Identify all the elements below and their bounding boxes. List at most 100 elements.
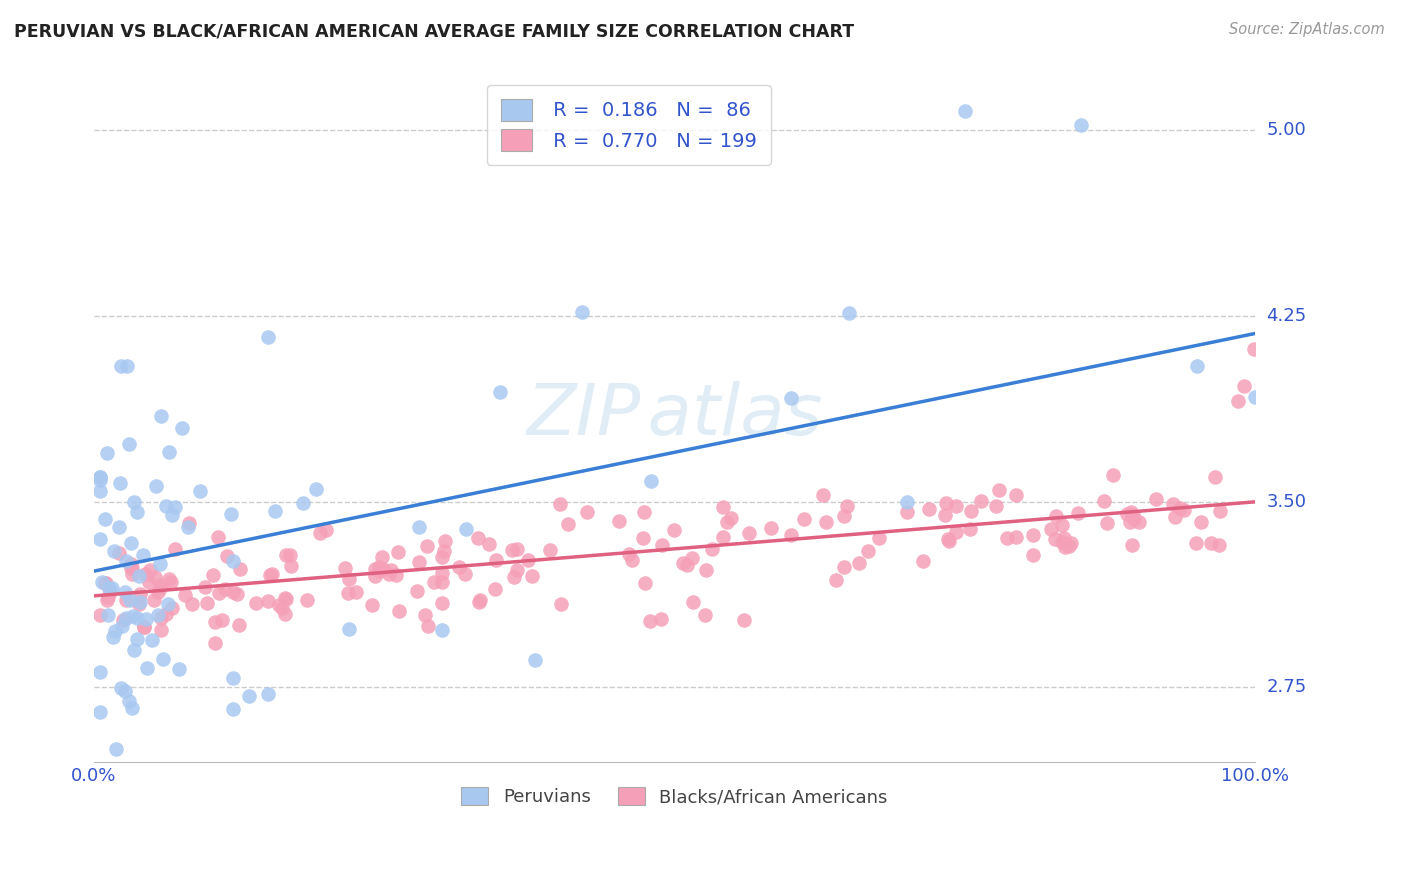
Point — [672, 556, 695, 570]
Point — [149, 581, 172, 595]
Point — [517, 553, 540, 567]
Point — [118, 437, 141, 451]
Point — [1189, 515, 1212, 529]
Point — [733, 613, 755, 627]
Point — [194, 580, 217, 594]
Point — [101, 630, 124, 644]
Point — [108, 519, 131, 533]
Point — [716, 515, 738, 529]
Point — [1053, 531, 1076, 545]
Point — [97, 608, 120, 623]
Point — [134, 620, 156, 634]
Point — [115, 611, 138, 625]
Point — [141, 633, 163, 648]
Point — [170, 420, 193, 434]
Point — [1161, 497, 1184, 511]
Point — [157, 572, 180, 586]
Point — [1227, 394, 1250, 409]
Text: 3.50: 3.50 — [1267, 492, 1306, 511]
Point — [295, 593, 318, 607]
Point — [960, 504, 983, 518]
Point — [1209, 504, 1232, 518]
Point — [214, 582, 236, 596]
Point — [1097, 516, 1119, 530]
Point — [156, 597, 179, 611]
Point — [173, 587, 195, 601]
Point — [368, 560, 391, 574]
Point — [257, 594, 280, 608]
Point — [134, 566, 156, 581]
Point — [505, 563, 527, 577]
Point — [651, 538, 673, 552]
Point — [1244, 390, 1267, 404]
Point — [117, 359, 139, 373]
Point — [1022, 528, 1045, 542]
Point — [945, 499, 967, 513]
Point — [149, 624, 172, 638]
Point — [1050, 535, 1073, 549]
Point — [779, 391, 801, 405]
Point — [138, 563, 160, 577]
Point — [1123, 512, 1146, 526]
Point — [896, 495, 918, 509]
Point — [478, 537, 501, 551]
Point — [333, 561, 356, 575]
Point — [815, 515, 838, 529]
Point — [489, 384, 512, 399]
Point — [114, 585, 136, 599]
Text: 5.00: 5.00 — [1267, 121, 1306, 139]
Point — [501, 543, 523, 558]
Point — [363, 569, 385, 583]
Point — [120, 557, 142, 571]
Point — [89, 484, 111, 499]
Point — [575, 505, 598, 519]
Point — [274, 591, 297, 606]
Point — [1119, 515, 1142, 529]
Point — [228, 617, 250, 632]
Point — [91, 574, 114, 589]
Point — [423, 575, 446, 590]
Point — [640, 475, 662, 489]
Point — [1243, 342, 1265, 356]
Point — [160, 574, 183, 589]
Point — [1173, 503, 1195, 517]
Point — [378, 567, 401, 582]
Point — [408, 555, 430, 569]
Point — [550, 497, 572, 511]
Point — [682, 595, 704, 609]
Point — [122, 609, 145, 624]
Point — [101, 582, 124, 596]
Point — [89, 532, 111, 546]
Point — [468, 593, 491, 607]
Point — [138, 574, 160, 589]
Point — [945, 524, 967, 539]
Point — [129, 594, 152, 608]
Point — [177, 519, 200, 533]
Point — [520, 569, 543, 583]
Point — [98, 585, 121, 599]
Point — [162, 508, 184, 523]
Point — [485, 553, 508, 567]
Point — [380, 563, 402, 577]
Point — [146, 607, 169, 622]
Point — [145, 479, 167, 493]
Point — [110, 359, 132, 374]
Point — [132, 620, 155, 634]
Point — [208, 586, 231, 600]
Point — [274, 607, 297, 621]
Point — [1005, 487, 1028, 501]
Point — [128, 597, 150, 611]
Point — [633, 505, 655, 519]
Point — [524, 653, 547, 667]
Point — [160, 600, 183, 615]
Point — [114, 684, 136, 698]
Point — [970, 494, 993, 508]
Point — [225, 587, 247, 601]
Point — [107, 546, 129, 560]
Point — [1092, 493, 1115, 508]
Point — [467, 531, 489, 545]
Point — [104, 624, 127, 638]
Point — [143, 592, 166, 607]
Point — [371, 562, 394, 576]
Point — [506, 542, 529, 557]
